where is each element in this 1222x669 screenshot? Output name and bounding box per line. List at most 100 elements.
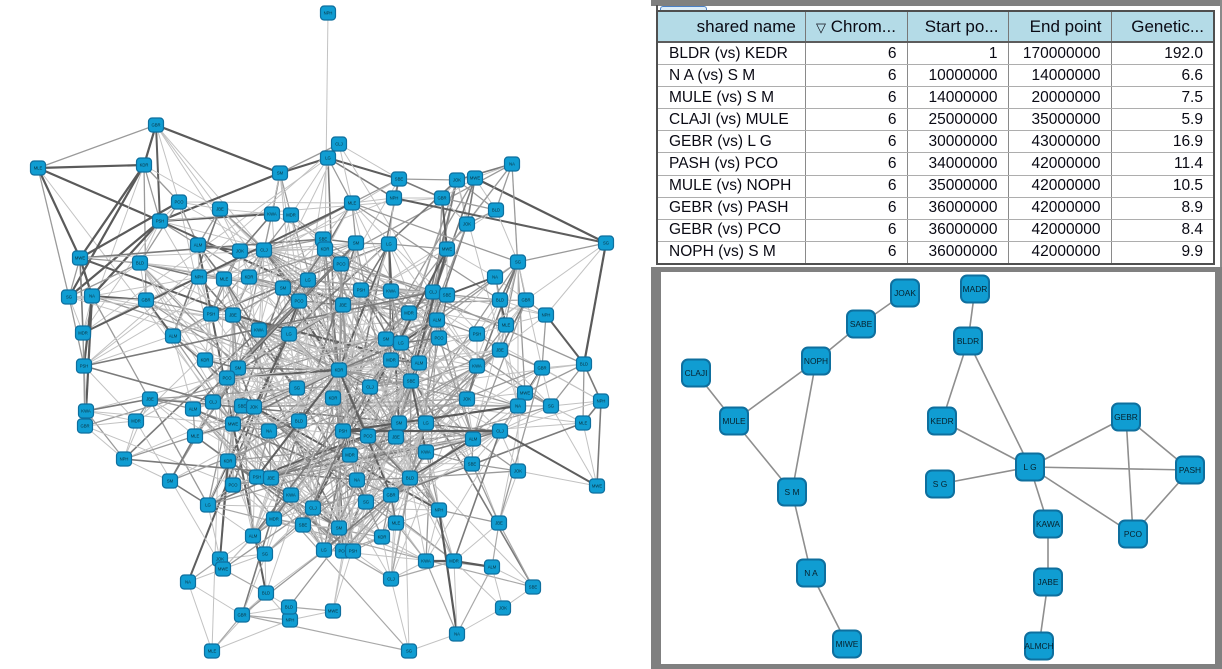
svg-text:MWE: MWE [520,391,530,396]
svg-text:MDR: MDR [286,213,296,218]
svg-text:N A: N A [804,568,818,578]
svg-text:MLE: MLE [579,421,588,426]
svg-text:KDR: KDR [140,163,149,168]
svg-text:SG: SG [294,386,300,391]
svg-text:MWE: MWE [592,484,602,489]
svg-text:NA: NA [266,429,272,434]
svg-text:SBE: SBE [529,585,538,590]
svg-text:JABE: JABE [1038,577,1059,587]
svg-text:L G: L G [1023,462,1036,472]
svg-text:CLJ: CLJ [309,506,316,511]
svg-text:MLE: MLE [502,323,511,328]
svg-text:PCO: PCO [434,336,444,341]
svg-text:JBE: JBE [495,521,503,526]
svg-text:BLD: BLD [406,476,414,481]
svg-text:JOK: JOK [499,606,507,611]
svg-text:MDR: MDR [404,311,414,316]
svg-text:LG: LG [398,341,404,346]
svg-text:GBR: GBR [537,366,546,371]
svg-text:PCO: PCO [222,376,232,381]
svg-text:BLD: BLD [492,208,500,213]
svg-text:PCO: PCO [174,200,184,205]
svg-text:BLDR: BLDR [957,336,979,346]
svg-text:GBR: GBR [437,196,446,201]
svg-text:CLJ: CLJ [260,248,267,253]
svg-text:LG: LG [286,332,292,337]
svg-text:JOK: JOK [453,178,461,183]
svg-text:MWE: MWE [75,256,85,261]
svg-text:KWA: KWA [421,559,431,564]
svg-text:CLJ: CLJ [496,429,503,434]
svg-text:GEBR: GEBR [1114,412,1138,422]
svg-text:NPH: NPH [435,508,444,513]
svg-text:MWE: MWE [442,247,452,252]
svg-text:SM: SM [336,526,343,531]
svg-text:CLJ: CLJ [209,400,216,405]
svg-text:LG: LG [305,278,311,283]
svg-text:GBR: GBR [237,613,246,618]
svg-text:SG: SG [66,295,72,300]
svg-text:PSH: PSH [156,219,165,224]
svg-text:PCO: PCO [294,299,304,304]
svg-text:NPH: NPH [390,196,399,201]
svg-text:KWA: KWA [472,364,482,369]
svg-text:MULE: MULE [722,416,746,426]
svg-text:KDR: KDR [321,247,330,252]
svg-text:MDR: MDR [131,419,141,424]
svg-text:KAWA: KAWA [1036,519,1060,529]
svg-text:NPH: NPH [286,618,295,623]
svg-text:SG: SG [603,241,609,246]
svg-text:NPH: NPH [195,275,204,280]
svg-text:MDR: MDR [78,331,88,336]
svg-text:KWA: KWA [81,409,91,414]
svg-text:JOK: JOK [463,397,471,402]
svg-text:SM: SM [277,171,284,176]
svg-text:MIWE: MIWE [836,639,859,649]
svg-text:BLD: BLD [136,261,144,266]
svg-text:KDR: KDR [378,535,387,540]
svg-text:BLD: BLD [295,419,303,424]
svg-text:SG: SG [363,500,369,505]
svg-text:PCO: PCO [363,434,373,439]
svg-text:PSH: PSH [339,429,348,434]
svg-text:MWE: MWE [470,176,480,181]
svg-text:GBR: GBR [141,298,150,303]
svg-text:PSH: PSH [357,288,366,293]
svg-text:MADR: MADR [963,284,988,294]
svg-text:LG: LG [205,503,211,508]
svg-text:JBE: JBE [392,435,400,440]
svg-text:LG: LG [423,421,429,426]
svg-text:MDR: MDR [386,358,396,363]
svg-text:JBE: JBE [496,348,504,353]
svg-text:NPH: NPH [542,313,551,318]
svg-text:KDR: KDR [224,459,233,464]
svg-text:NPH: NPH [597,399,606,404]
svg-text:SM: SM [353,241,360,246]
svg-text:KDR: KDR [329,396,338,401]
svg-text:JOK: JOK [250,405,258,410]
svg-text:MDR: MDR [269,517,279,522]
svg-text:KEDR: KEDR [930,416,953,426]
svg-text:SG: SG [515,260,521,265]
svg-text:MWE: MWE [328,609,338,614]
svg-text:NA: NA [185,580,191,585]
svg-text:JBE: JBE [216,207,224,212]
svg-text:NA: NA [515,404,521,409]
svg-text:PSH: PSH [207,312,216,317]
svg-text:PCO: PCO [228,483,238,488]
svg-text:SBE: SBE [443,293,452,298]
svg-text:SG: SG [548,404,554,409]
svg-text:SG: SG [262,552,268,557]
svg-text:NA: NA [354,478,360,483]
svg-text:MWE: MWE [218,567,228,572]
svg-text:SBE: SBE [299,523,308,528]
svg-text:JBE: JBE [146,397,154,402]
svg-text:SM: SM [280,286,287,291]
svg-text:CLJ: CLJ [335,142,342,147]
svg-text:BLD: BLD [580,362,588,367]
svg-text:GBR: GBR [80,424,89,429]
svg-text:KWA: KWA [267,212,277,217]
svg-text:KWA: KWA [421,450,431,455]
svg-text:SBE: SBE [238,404,247,409]
svg-text:GBR: GBR [386,493,395,498]
